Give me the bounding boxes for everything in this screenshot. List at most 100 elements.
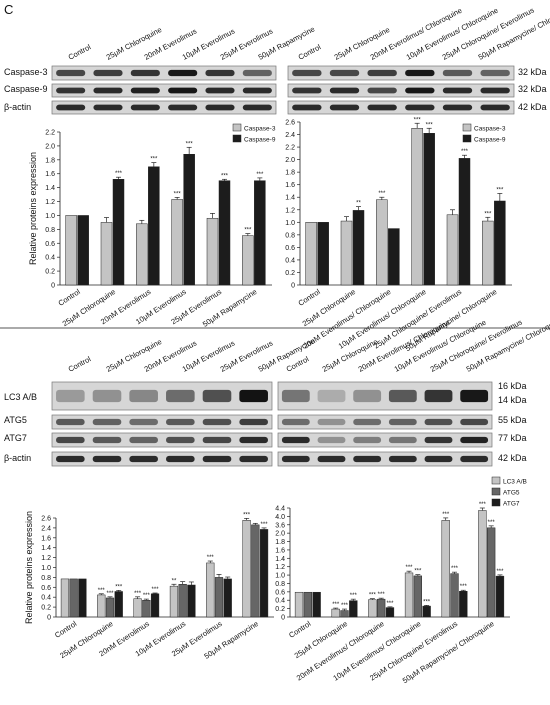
y-tick-label: 1.6 (275, 547, 285, 554)
significance-label: *** (496, 187, 504, 193)
blot-band (281, 455, 310, 463)
y-tick-label: 2.2 (45, 130, 55, 137)
blot-band (367, 104, 397, 111)
blot-band (292, 69, 322, 77)
blot-band (424, 389, 453, 403)
legend-swatch (462, 134, 472, 143)
bar (482, 220, 494, 286)
bar (112, 179, 125, 286)
bar (148, 166, 160, 286)
blot-band (202, 455, 232, 463)
bar (385, 607, 395, 618)
blot-band (353, 436, 382, 444)
bar (133, 598, 142, 618)
blot-band (93, 69, 123, 77)
y-tick-label: 1.8 (275, 539, 285, 546)
blot-band (202, 436, 232, 444)
blot-band (56, 69, 86, 77)
bar (223, 578, 232, 618)
bar (446, 214, 459, 286)
significance-label: *** (256, 172, 264, 178)
bar (242, 520, 251, 618)
significance-label: *** (243, 512, 251, 518)
blot-band (56, 418, 85, 426)
lc3-r-strip (277, 381, 493, 411)
bar (77, 215, 89, 286)
bar (494, 200, 506, 286)
bar (65, 215, 77, 286)
kda-label: 14 kDa (498, 395, 527, 405)
legend-swatch (232, 134, 242, 143)
blot-band (242, 87, 272, 94)
significance-label: *** (115, 584, 123, 590)
blot-band (130, 87, 160, 94)
significance-label: *** (386, 601, 394, 607)
significance-label: *** (451, 566, 459, 572)
blot-band (424, 418, 453, 426)
y-tick-label: 1.4 (285, 195, 295, 202)
bar (377, 598, 386, 618)
blot-band (202, 418, 232, 426)
blot-band (424, 436, 453, 444)
x-tick-label: Control (53, 619, 78, 640)
blot-band (480, 87, 510, 94)
atg7-strip (51, 432, 273, 448)
blot-band (329, 69, 360, 77)
x-tick-label: Control (57, 287, 82, 308)
blot-band (129, 389, 158, 403)
significance-label: *** (484, 211, 492, 217)
blot-band (367, 69, 397, 77)
bar (242, 235, 254, 286)
significance-label: *** (332, 602, 340, 608)
blot-band (56, 455, 85, 463)
y-tick-label: 0.6 (45, 241, 55, 248)
blot-label-caspase-9: Caspase-9 (4, 84, 48, 94)
kda-label: 16 kDa (498, 381, 527, 391)
blot-band (292, 87, 322, 94)
blot-band (129, 436, 158, 444)
significance-label: *** (134, 591, 142, 597)
y-tick-label: 2.6 (41, 516, 51, 523)
y-tick-label: 4.4 (275, 506, 285, 513)
bar (187, 584, 196, 618)
bar (114, 591, 123, 618)
bar (206, 562, 215, 618)
y-tick-label: 1.6 (285, 182, 295, 189)
blot-band (92, 455, 122, 463)
y-tick-label: 2.0 (275, 531, 285, 538)
blot-band (460, 436, 489, 444)
blot-band (281, 436, 310, 444)
blot-band (367, 87, 397, 94)
blot-label-beta-actin: β-actin (4, 102, 31, 112)
significance-label: *** (186, 141, 194, 147)
significance-label: *** (221, 173, 229, 179)
bar (105, 597, 115, 618)
blot-band (353, 389, 382, 403)
bar (69, 578, 78, 618)
blot-band (239, 436, 268, 444)
y-tick-label: 0.4 (285, 257, 295, 264)
legend-swatch (491, 487, 501, 496)
significance-label: *** (207, 555, 215, 561)
blot-band (460, 418, 489, 426)
significance-label: *** (115, 171, 123, 177)
bar (413, 575, 422, 618)
bar (214, 577, 224, 618)
blot-band (317, 389, 346, 403)
legend-label: Caspase-9 (244, 137, 276, 144)
bar (169, 585, 179, 618)
significance-label: *** (414, 569, 422, 575)
bar (441, 520, 450, 618)
bar (183, 154, 195, 286)
legend-swatch (491, 498, 501, 507)
blot-label-beta-actin: β-actin (4, 453, 31, 463)
bar (368, 599, 377, 618)
y-tick-label: 0 (47, 615, 51, 622)
blot-band (317, 418, 346, 426)
caspase-3-strip (51, 65, 277, 81)
significance-label: *** (460, 584, 468, 590)
blot-band (388, 436, 417, 444)
blot-band (405, 69, 435, 77)
bar (171, 199, 183, 286)
blot-label-caspase-3: Caspase-3 (4, 67, 48, 77)
